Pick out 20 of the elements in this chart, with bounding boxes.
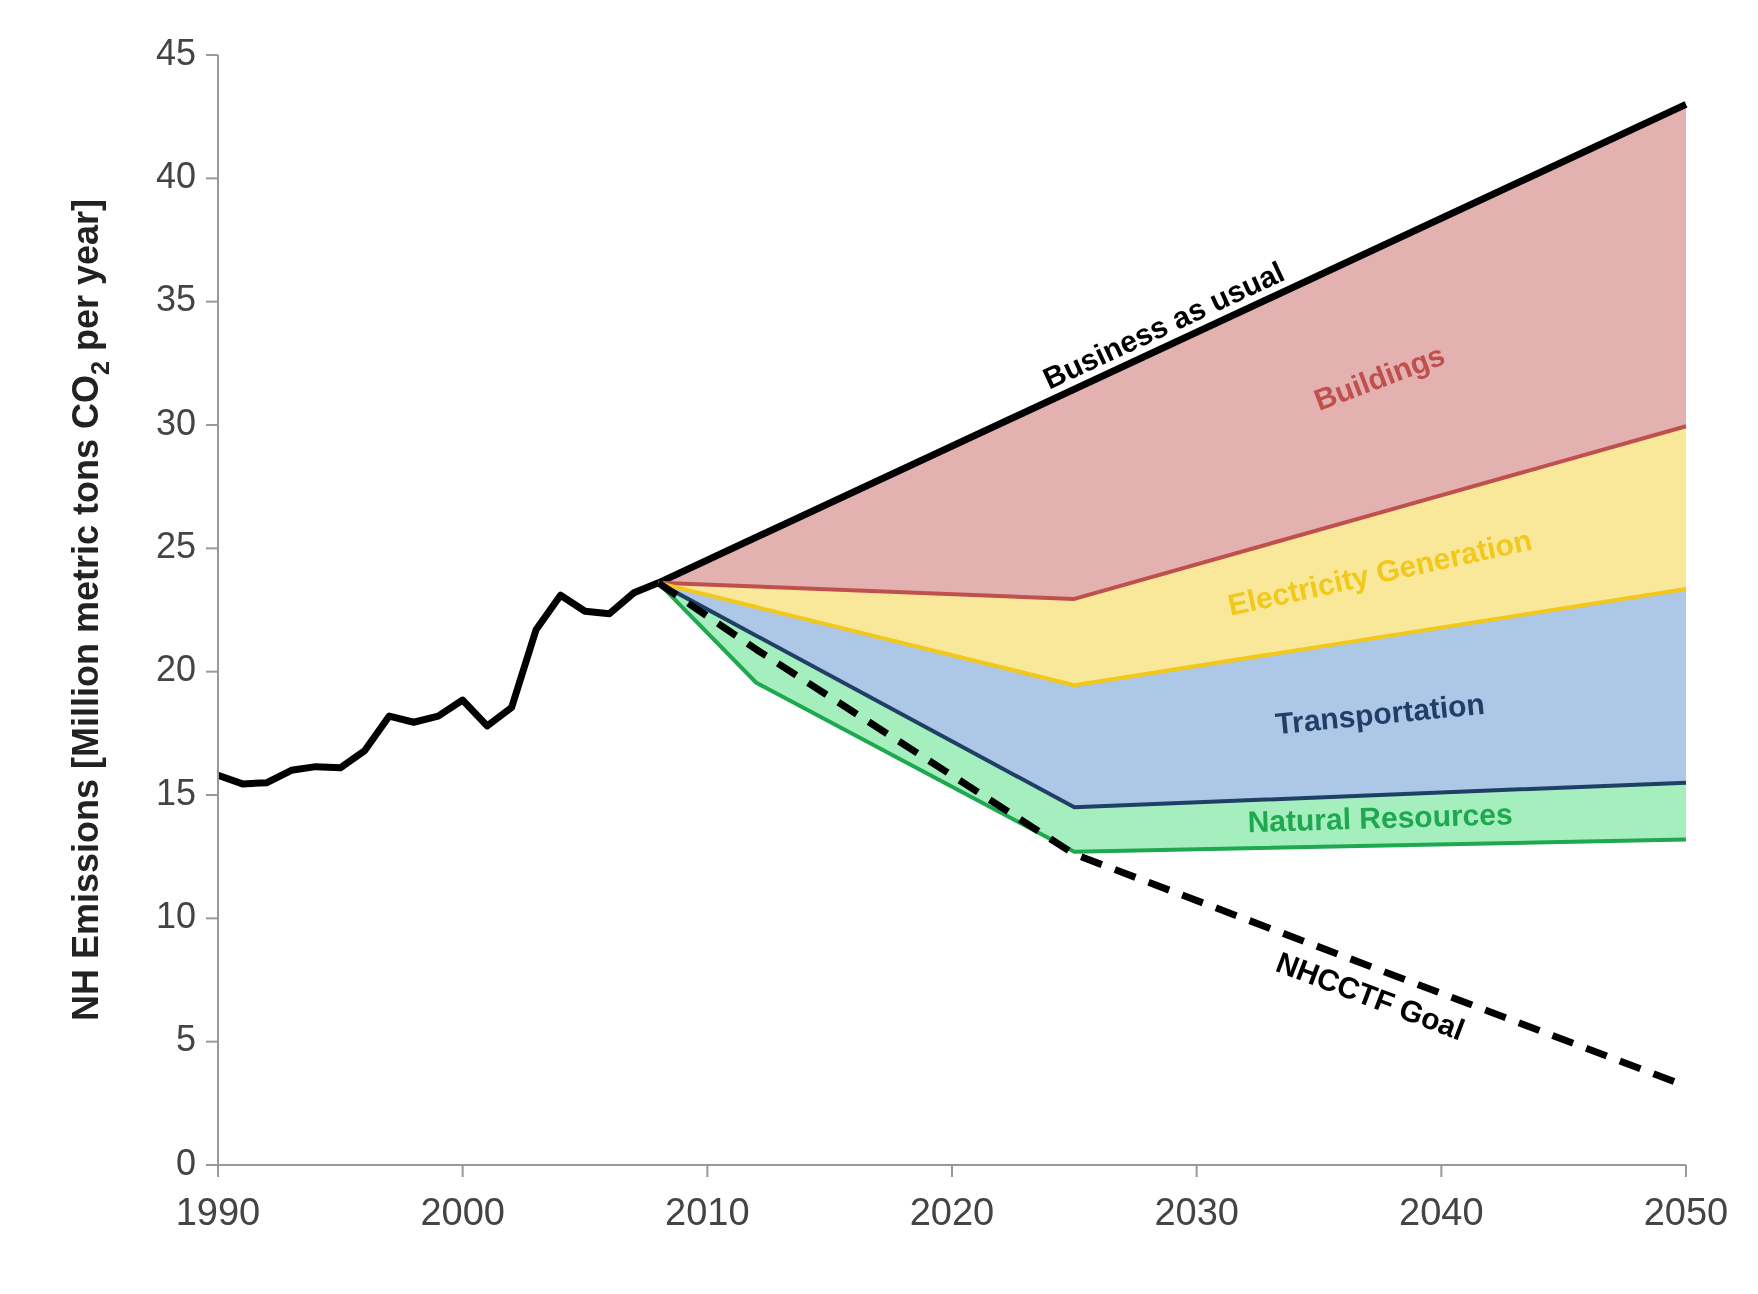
text: Transportation xyxy=(1273,686,1487,741)
x-tick-label: 2000 xyxy=(420,1191,505,1234)
y-tick-label: 15 xyxy=(155,771,196,813)
x-tick-label: 2030 xyxy=(1154,1191,1239,1234)
x-tick-label: 2040 xyxy=(1399,1191,1484,1234)
series-label: Natural Resources xyxy=(1247,797,1514,839)
y-tick-label: 0 xyxy=(175,1141,196,1183)
y-tick-label: 10 xyxy=(155,894,196,936)
y-tick-label: 20 xyxy=(155,648,196,690)
y-tick-label: 30 xyxy=(155,401,196,443)
y-tick-label: 25 xyxy=(155,524,196,566)
y-tick-label: 45 xyxy=(155,31,196,73)
text: Electricity Generation xyxy=(1224,522,1535,622)
y-tick-label: 5 xyxy=(175,1018,196,1060)
x-tick-label: 2050 xyxy=(1643,1191,1729,1234)
x-tick-label: 1990 xyxy=(175,1191,261,1234)
y-tick-label: 35 xyxy=(155,278,196,320)
y-tick-label: 40 xyxy=(155,154,196,196)
x-tick-label: 2010 xyxy=(665,1191,750,1234)
x-tick-label: 2020 xyxy=(909,1191,995,1234)
